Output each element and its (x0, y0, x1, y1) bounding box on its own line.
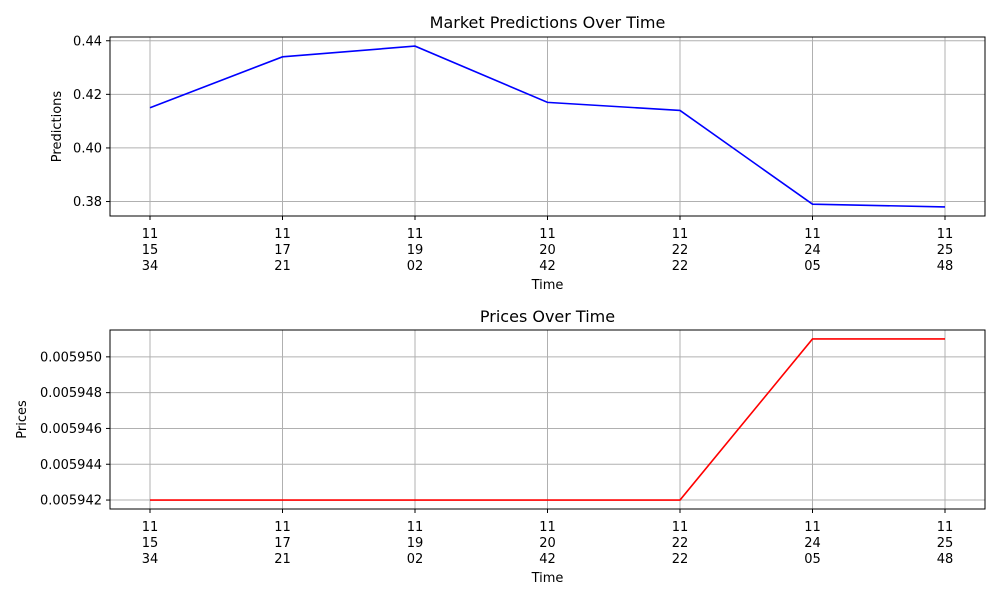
y-axis-label: Predictions (50, 91, 65, 163)
x-axis-label: Time (531, 278, 564, 293)
x-tick-label: 11 22 22 (672, 520, 689, 567)
x-tick-label-line: 22 (672, 536, 689, 551)
x-tick-label-line: 11 (539, 227, 556, 242)
series-line (149, 45, 946, 208)
x-tick-label-line: 48 (937, 552, 954, 567)
x-tick-label-line: 42 (539, 259, 556, 274)
x-tick-label-line: 11 (142, 227, 159, 242)
x-tick-label-line: 02 (407, 552, 424, 567)
x-tick-label-line: 11 (539, 520, 556, 535)
y-tick-label: 0.005946 (40, 422, 102, 437)
x-tick-label-line: 11 (274, 520, 291, 535)
x-tick-label: 11 17 21 (274, 227, 291, 274)
x-tick-label-line: 25 (937, 536, 954, 551)
x-tick-label: 11 15 34 (142, 227, 159, 274)
chart-title: Prices Over Time (480, 307, 615, 326)
x-tick-label-line: 05 (804, 259, 821, 274)
x-tick-label: 11 22 22 (672, 227, 689, 274)
y-tick-label: 0.005944 (40, 458, 102, 473)
y-tick-label: 0.44 (73, 34, 102, 49)
x-tick-label: 11 24 05 (804, 520, 821, 567)
x-tick-label-line: 11 (274, 227, 291, 242)
x-tick-label: 11 25 48 (937, 227, 954, 274)
x-tick-label-line: 22 (672, 259, 689, 274)
x-tick-label-line: 48 (937, 259, 954, 274)
x-tick-label-line: 11 (672, 520, 689, 535)
y-tick-label: 0.005942 (40, 494, 102, 509)
x-tick-label-line: 11 (804, 520, 821, 535)
x-tick-label-line: 22 (672, 552, 689, 567)
y-tick-label: 0.40 (73, 141, 102, 156)
x-tick-label-line: 02 (407, 259, 424, 274)
x-tick-label: 11 15 34 (142, 520, 159, 567)
x-tick-label-line: 34 (142, 259, 159, 274)
y-tick-label: 0.005950 (40, 350, 102, 365)
x-tick-label: 11 25 48 (937, 520, 954, 567)
y-tick-label: 0.38 (73, 195, 102, 210)
x-tick-label: 11 19 02 (407, 520, 424, 567)
x-tick-label-line: 21 (274, 259, 291, 274)
x-tick-label: 11 20 42 (539, 227, 556, 274)
x-tick-label-line: 15 (142, 536, 159, 551)
x-tick-label-line: 19 (407, 536, 424, 551)
x-tick-label-line: 15 (142, 243, 159, 258)
y-tick-label: 0.42 (73, 88, 102, 103)
x-tick-label-line: 42 (539, 552, 556, 567)
x-tick-label: 11 19 02 (407, 227, 424, 274)
x-tick-label-line: 05 (804, 552, 821, 567)
x-tick-label-line: 11 (142, 520, 159, 535)
y-axis-label: Prices (15, 400, 30, 439)
x-tick-label-line: 22 (672, 243, 689, 258)
x-tick-label-line: 17 (274, 243, 291, 258)
x-tick-label: 11 20 42 (539, 520, 556, 567)
x-tick-label-line: 11 (804, 227, 821, 242)
x-tick-label-line: 21 (274, 552, 291, 567)
x-tick-label-line: 11 (407, 520, 424, 535)
x-axis-label: Time (531, 571, 564, 586)
x-tick-label-line: 11 (672, 227, 689, 242)
x-tick-label-line: 24 (804, 536, 821, 551)
x-tick-label-line: 17 (274, 536, 291, 551)
x-tick-label: 11 17 21 (274, 520, 291, 567)
x-tick-label-line: 20 (539, 536, 556, 551)
x-tick-label-line: 20 (539, 243, 556, 258)
x-tick-label-line: 11 (937, 520, 954, 535)
chart-title: Market Predictions Over Time (430, 13, 666, 32)
x-tick-label-line: 11 (407, 227, 424, 242)
y-tick-label: 0.005948 (40, 386, 102, 401)
x-tick-label: 11 24 05 (804, 227, 821, 274)
series-line (150, 338, 945, 501)
x-tick-label-line: 19 (407, 243, 424, 258)
x-tick-label-line: 34 (142, 552, 159, 567)
x-tick-label-line: 25 (937, 243, 954, 258)
x-tick-label-line: 24 (804, 243, 821, 258)
x-tick-label-line: 11 (937, 227, 954, 242)
